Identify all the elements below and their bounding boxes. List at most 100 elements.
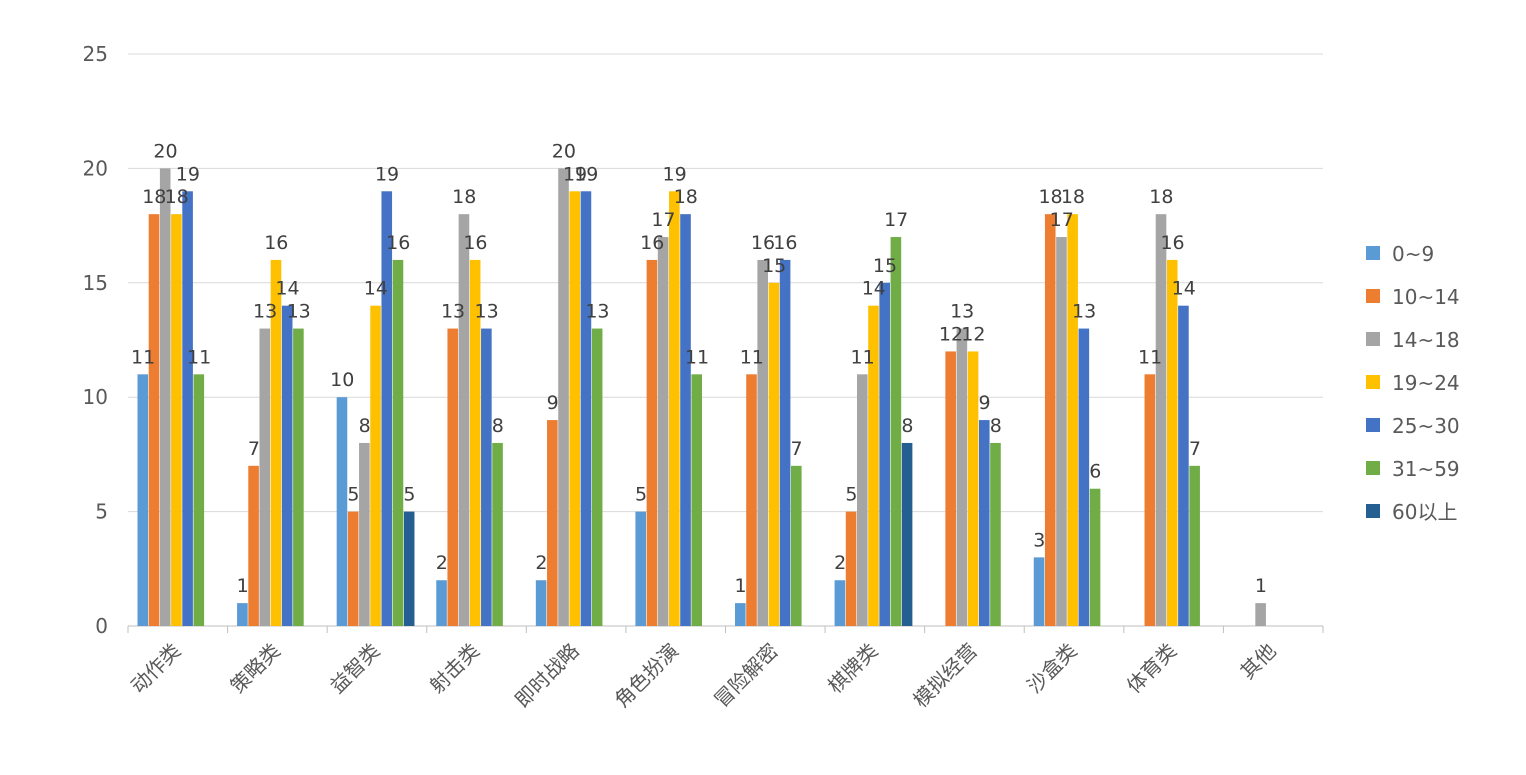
bar-1-4	[547, 420, 558, 626]
gridlines	[127, 53, 1324, 633]
bar-2-9	[1056, 237, 1067, 627]
legend-label: 0~9	[1392, 242, 1434, 266]
bar-4-2	[381, 191, 393, 626]
legend-swatch	[1366, 246, 1380, 260]
bar-4-1	[281, 305, 293, 626]
legend-label: 31~59	[1392, 457, 1460, 481]
bar-5-3	[492, 442, 503, 626]
data-label: 11	[1138, 346, 1162, 368]
data-label: 13	[287, 301, 311, 323]
data-label: 19	[663, 163, 687, 185]
data-label: 9	[979, 392, 991, 414]
bar-2-6	[757, 259, 768, 626]
data-label: 2	[436, 552, 448, 574]
data-label: 16	[386, 232, 410, 254]
data-label: 16	[751, 232, 775, 254]
data-label: 13	[1072, 301, 1096, 323]
bar-4-7	[879, 282, 890, 626]
data-label: 14	[862, 278, 886, 300]
data-label: 19	[375, 163, 399, 185]
bar-1-5	[646, 259, 658, 626]
bar-4-4	[580, 191, 592, 626]
y-axis-ticks: 0 5 10 15 20 25	[83, 42, 108, 638]
bar-4-5	[680, 214, 691, 626]
data-label: 7	[791, 438, 803, 460]
data-label: 8	[359, 415, 371, 437]
bar-5-5	[691, 374, 703, 626]
bar-1-7	[845, 511, 857, 626]
x-axis-ticks: 动作类 策略类 益智类 射击类 即时战略 角色扮演 冒险解密 棋牌类 模拟经营 沙盒类 体育类 其他	[126, 639, 1281, 713]
bar-4-0	[182, 191, 193, 626]
y-tick-label: 10	[83, 385, 108, 409]
data-label: 5	[403, 484, 415, 506]
bar-1-3	[447, 328, 459, 626]
x-tick-label: 模拟经营	[908, 639, 982, 713]
bar-0-6	[735, 603, 746, 626]
data-label: 14	[364, 278, 388, 300]
legend-swatch	[1366, 289, 1380, 303]
bar-0-2	[336, 397, 348, 626]
data-label: 6	[1089, 461, 1101, 483]
legend: 0~9 10~14 14~18 19~24 25~30 31~59 60以上	[1366, 242, 1460, 524]
y-tick-label: 5	[95, 500, 108, 524]
data-label: 18	[142, 186, 166, 208]
bar-1-6	[746, 374, 757, 626]
data-label: 19	[563, 163, 587, 185]
x-tick-label: 策略类	[226, 639, 285, 698]
data-label: 11	[850, 346, 874, 368]
legend-label: 14~18	[1392, 328, 1460, 352]
data-label: 9	[547, 392, 559, 414]
bar-0-9	[1033, 557, 1045, 626]
x-tick-label: 其他	[1235, 639, 1280, 684]
bar-4-6	[779, 259, 791, 626]
bar-3-9	[1067, 214, 1078, 626]
data-label: 16	[463, 232, 487, 254]
data-label: 18	[674, 186, 698, 208]
y-tick-label: 20	[83, 156, 108, 180]
bar-3-2	[370, 305, 381, 626]
data-label: 2	[834, 552, 846, 574]
bar-0-7	[834, 580, 846, 626]
data-label: 8	[492, 415, 504, 437]
bar-5-10	[1189, 465, 1200, 626]
bar-3-6	[768, 282, 780, 626]
bar-2-4	[558, 168, 569, 626]
bar-0-3	[436, 580, 447, 626]
data-label: 12	[939, 323, 963, 345]
bar-5-8	[990, 442, 1001, 626]
data-label: 15	[762, 255, 786, 277]
data-label: 14	[275, 278, 299, 300]
x-tick-label: 射击类	[425, 639, 484, 698]
bar-5-7	[890, 237, 902, 627]
data-label: 18	[1149, 186, 1173, 208]
data-label: 8	[990, 415, 1002, 437]
bar-2-10	[1155, 214, 1167, 626]
data-label: 19	[574, 163, 598, 185]
bar-5-9	[1089, 488, 1101, 626]
data-label: 16	[640, 232, 664, 254]
bar-3-1	[270, 259, 282, 626]
legend-label: 60以上	[1392, 500, 1457, 524]
bar-5-1	[293, 328, 304, 626]
y-tick-label: 25	[83, 42, 108, 66]
bar-3-0	[171, 214, 182, 626]
y-tick-label: 15	[83, 271, 108, 295]
x-tick-label: 体育类	[1122, 639, 1181, 698]
legend-label: 19~24	[1392, 371, 1460, 395]
data-label: 5	[635, 484, 647, 506]
data-label: 17	[1050, 209, 1074, 231]
bar-3-10	[1166, 259, 1178, 626]
data-label: 20	[153, 140, 177, 162]
x-tick-label: 动作类	[126, 639, 185, 698]
bars	[137, 168, 1266, 627]
bar-0-1	[237, 603, 248, 626]
bar-5-0	[193, 374, 205, 626]
bar-2-1	[259, 328, 271, 626]
bar-6-2	[403, 511, 415, 626]
legend-swatch	[1366, 504, 1380, 518]
legend-label: 10~14	[1392, 285, 1460, 309]
data-label: 18	[165, 186, 189, 208]
bar-0-0	[137, 374, 149, 626]
